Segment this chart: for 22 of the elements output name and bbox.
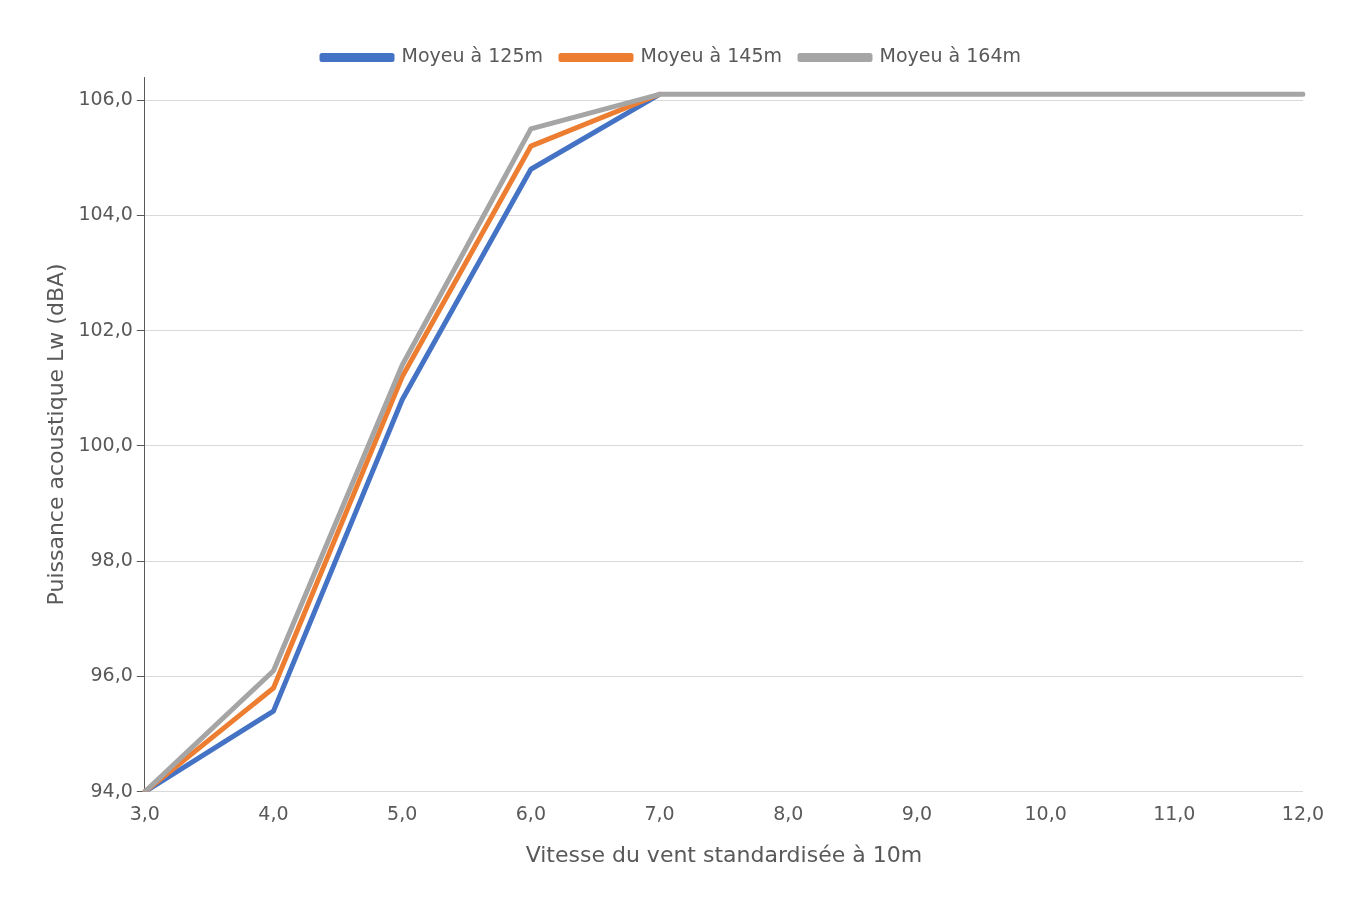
x-tick-label: 5,0 bbox=[387, 802, 418, 825]
legend-label: Moyeu à 164m bbox=[879, 44, 1021, 67]
y-tick-label: 98,0 bbox=[90, 548, 133, 571]
x-tick-label: 11,0 bbox=[1153, 802, 1196, 825]
y-tick-label: 100,0 bbox=[78, 432, 133, 455]
x-tick-label: 7,0 bbox=[644, 802, 675, 825]
y-tick-label: 96,0 bbox=[90, 663, 133, 686]
y-tick-label: 104,0 bbox=[78, 202, 133, 225]
y-tick-label: 106,0 bbox=[78, 87, 133, 109]
y-axis-title: Puissance acoustique Lw (dBA) bbox=[42, 263, 68, 606]
x-tick-label: 10,0 bbox=[1024, 802, 1067, 825]
x-tick-label: 6,0 bbox=[515, 802, 546, 825]
x-tick-label: 3,0 bbox=[129, 802, 160, 825]
legend-label: Moyeu à 145m bbox=[640, 44, 783, 67]
x-tick-label: 8,0 bbox=[773, 802, 804, 825]
x-axis-title: Vitesse du vent standardisée à 10m bbox=[525, 841, 923, 867]
legend-label: Moyeu à 125m bbox=[401, 44, 544, 67]
x-tick-label: 12,0 bbox=[1281, 802, 1325, 825]
y-tick-label: 94,0 bbox=[90, 778, 133, 801]
x-tick-label: 4,0 bbox=[258, 802, 289, 825]
y-tick-label: 102,0 bbox=[78, 317, 133, 340]
x-tick-label: 9,0 bbox=[901, 802, 933, 825]
